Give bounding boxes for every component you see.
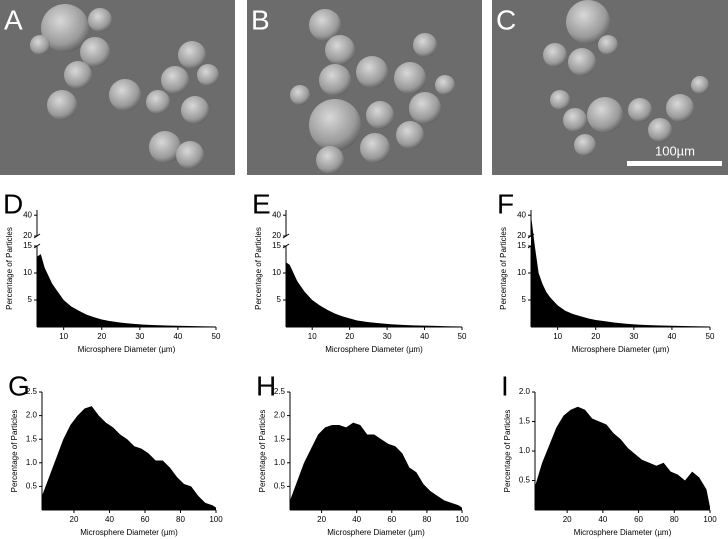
x-tick-label: 80: [670, 515, 679, 524]
area: [37, 254, 216, 327]
panel-label: F: [497, 188, 514, 219]
y-axis-label: Percentage of Particles: [10, 410, 19, 493]
x-tick-label: 20: [317, 515, 326, 524]
area: [535, 406, 710, 510]
y-tick-label: 40: [23, 210, 32, 219]
y-axis-label: Percentage of Particles: [258, 410, 267, 493]
x-axis-label: Microsphere Diameter (µm): [78, 345, 176, 354]
x-tick-label: 80: [176, 515, 185, 524]
y-tick-label: 5: [277, 295, 282, 304]
x-tick-label: 40: [352, 515, 361, 524]
y-tick-label: 1.0: [519, 446, 531, 455]
y-tick-label: 20: [272, 231, 281, 240]
area: [290, 422, 462, 510]
y-tick-label: 10: [517, 268, 526, 277]
y-tick-label: 2.5: [26, 387, 38, 396]
y-tick-label: 20: [23, 231, 32, 240]
y-tick-label: 5: [522, 295, 527, 304]
area: [286, 262, 462, 327]
y-tick-label: 1.5: [274, 434, 286, 443]
sem-image-a: A: [0, 0, 235, 175]
x-tick-label: 100: [455, 515, 469, 524]
y-tick-label: 1.0: [26, 458, 38, 467]
x-axis-label: Microsphere Diameter (µm): [572, 345, 670, 354]
x-tick-label: 100: [209, 515, 223, 524]
x-axis-label: Microsphere Diameter (µm): [574, 528, 672, 537]
x-tick-label: 30: [135, 332, 144, 341]
scale-bar: [627, 161, 722, 166]
area: [42, 406, 216, 510]
y-tick-label: 20: [517, 231, 526, 240]
x-tick-label: 60: [141, 515, 150, 524]
x-axis-label: Microsphere Diameter (µm): [325, 345, 423, 354]
y-tick-label: 40: [272, 210, 281, 219]
x-tick-label: 10: [553, 332, 562, 341]
panel-label: H: [256, 370, 276, 401]
x-tick-label: 40: [105, 515, 114, 524]
y-tick-label: 0.5: [274, 482, 286, 491]
y-axis-label: Percentage of Particles: [499, 227, 508, 310]
y-tick-label: 2.5: [274, 387, 286, 396]
y-tick-label: 0.5: [26, 482, 38, 491]
x-tick-label: 20: [591, 332, 600, 341]
x-tick-label: 80: [422, 515, 431, 524]
y-tick-label: 1.5: [26, 434, 38, 443]
y-tick-label: 40: [517, 210, 526, 219]
y-tick-label: 10: [23, 268, 32, 277]
y-tick-label: 15: [23, 241, 32, 250]
area: [531, 215, 710, 327]
x-tick-label: 10: [59, 332, 68, 341]
panel-label: E: [252, 188, 271, 219]
x-tick-label: 60: [387, 515, 396, 524]
y-axis-label: Percentage of Particles: [254, 227, 263, 310]
y-tick-label: 10: [272, 268, 281, 277]
x-tick-label: 50: [458, 332, 467, 341]
x-tick-label: 20: [563, 515, 572, 524]
x-tick-label: 50: [212, 332, 221, 341]
x-tick-label: 30: [629, 332, 638, 341]
x-tick-label: 100: [703, 515, 717, 524]
x-tick-label: 40: [667, 332, 676, 341]
x-tick-label: 10: [308, 332, 317, 341]
y-tick-label: 2.0: [26, 411, 38, 420]
x-tick-label: 40: [420, 332, 429, 341]
y-axis-label: Percentage of Particles: [5, 227, 14, 310]
x-tick-label: 20: [70, 515, 79, 524]
y-tick-label: 15: [517, 241, 526, 250]
x-tick-label: 50: [706, 332, 715, 341]
scale-bar-label: 100µm: [655, 143, 695, 158]
x-tick-label: 20: [345, 332, 354, 341]
panel-label: A: [4, 4, 23, 35]
x-tick-label: 40: [173, 332, 182, 341]
x-axis-label: Microsphere Diameter (µm): [80, 528, 178, 537]
panel-label: B: [251, 4, 270, 35]
x-tick-label: 40: [598, 515, 607, 524]
x-tick-label: 60: [634, 515, 643, 524]
panel-label: G: [8, 370, 30, 401]
y-tick-label: 1.5: [519, 417, 531, 426]
panel-label: I: [501, 370, 509, 401]
sem-image-b: B: [247, 0, 482, 175]
x-tick-label: 30: [383, 332, 392, 341]
x-axis-label: Microsphere Diameter (µm): [327, 528, 425, 537]
x-tick-label: 20: [97, 332, 106, 341]
sem-image-c: C 100µm: [492, 0, 728, 175]
y-tick-label: 2.0: [519, 387, 531, 396]
y-tick-label: 1.0: [274, 458, 286, 467]
y-axis-label: Percentage of Particles: [503, 410, 512, 493]
panel-label: D: [3, 188, 23, 219]
y-tick-label: 5: [28, 295, 33, 304]
y-tick-label: 0.5: [519, 476, 531, 485]
panel-label: C: [496, 4, 516, 35]
y-tick-label: 2.0: [274, 411, 286, 420]
y-tick-label: 15: [272, 241, 281, 250]
